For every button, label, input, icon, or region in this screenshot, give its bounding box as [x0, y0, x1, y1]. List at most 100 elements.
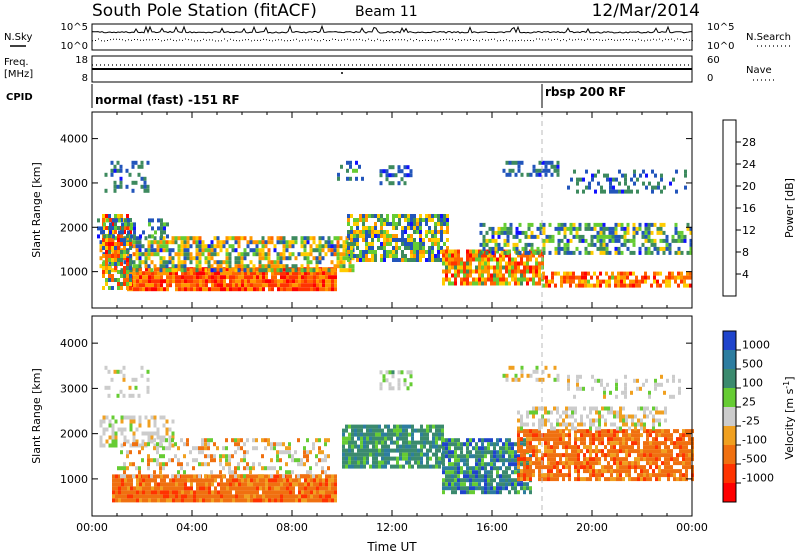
power-cell: [243, 264, 247, 269]
velocity-cell: [190, 498, 193, 503]
power-cell: [196, 271, 199, 276]
power-cell: [665, 238, 669, 243]
velocity-cell: [589, 418, 592, 423]
velocity-cell: [589, 477, 592, 482]
velocity-cell: [520, 373, 524, 378]
velocity-cell: [685, 453, 688, 458]
velocity-cell: [244, 478, 247, 483]
power-cell: [169, 271, 172, 276]
velocity-cell: [589, 453, 592, 458]
velocity-cell: [99, 435, 103, 440]
power-cell: [283, 271, 286, 276]
power-cell: [386, 250, 389, 254]
velocity-cell: [405, 436, 408, 441]
power-cell: [216, 264, 220, 269]
power-cell: [481, 281, 484, 286]
velocity-cell: [520, 469, 523, 474]
velocity-cell: [685, 469, 688, 474]
velocity-cell: [240, 458, 243, 463]
velocity-cell: [238, 478, 241, 483]
power-cell: [123, 230, 126, 234]
power-cell: [288, 268, 292, 273]
velocity-cell: [574, 418, 577, 423]
power-cell: [141, 260, 145, 265]
power-cell: [244, 279, 247, 284]
velocity-cell: [631, 414, 634, 419]
velocity-cell: [189, 450, 192, 455]
velocity-cell: [432, 424, 435, 429]
power-cell: [265, 283, 268, 288]
velocity-cell: [319, 478, 322, 483]
velocity-cell: [442, 486, 445, 491]
velocity-cell: [138, 443, 142, 448]
power-cell: [126, 250, 129, 254]
velocity-cell: [408, 424, 411, 429]
power-cell: [286, 271, 289, 276]
velocity-cell: [637, 465, 640, 470]
velocity-cell: [264, 446, 267, 451]
power-cell: [380, 254, 383, 258]
power-cell: [484, 281, 487, 286]
velocity-cell: [652, 418, 655, 423]
power-cell: [535, 257, 538, 262]
power-cell: [481, 253, 484, 258]
velocity-cell: [169, 490, 172, 495]
power-cell: [440, 214, 443, 218]
power-cell: [120, 218, 123, 222]
velocity-cell: [442, 442, 445, 447]
velocity-cell: [484, 454, 487, 459]
power-cell: [380, 246, 383, 250]
power-cell: [238, 287, 241, 292]
velocity-cell: [553, 453, 556, 458]
velocity-cell: [402, 424, 405, 429]
power-cell: [624, 173, 627, 178]
power-cell: [117, 250, 120, 254]
velocity-cell: [214, 494, 217, 499]
velocity-cell: [409, 374, 413, 379]
power-cell: [428, 214, 431, 218]
velocity-cell: [334, 490, 337, 495]
power-cell: [497, 234, 501, 239]
power-cell: [280, 287, 283, 292]
velocity-cell: [526, 445, 529, 450]
velocity-cell: [301, 494, 304, 499]
velocity-cell: [601, 441, 604, 446]
velocity-cell: [652, 445, 655, 450]
velocity-cell: [460, 458, 463, 463]
power-cell: [451, 281, 454, 286]
power-cell: [273, 244, 277, 249]
power-cell: [451, 253, 454, 258]
velocity-cell: [316, 490, 319, 495]
power-cell: [627, 185, 630, 190]
velocity-cell: [475, 454, 478, 459]
power-cell: [623, 230, 627, 235]
power-cell: [553, 168, 557, 173]
power-cell: [268, 283, 271, 288]
velocity-cell: [475, 462, 478, 467]
velocity-cell: [235, 494, 238, 499]
power-cell: [463, 269, 466, 274]
velocity-cell: [204, 454, 207, 459]
power-cell: [243, 252, 247, 257]
velocity-cell: [328, 486, 331, 491]
velocity-cell: [457, 470, 460, 475]
power-cell: [306, 252, 310, 257]
velocity-cell: [631, 449, 634, 454]
velocity-cell: [520, 418, 523, 423]
power-cell: [569, 226, 573, 231]
power-cell: [505, 172, 509, 177]
power-cell: [638, 246, 642, 251]
velocity-cell: [126, 450, 129, 455]
power-cell: [193, 275, 196, 280]
velocity-cell: [124, 490, 127, 495]
power-cell: [397, 181, 401, 186]
velocity-cell: [615, 378, 618, 383]
velocity-cell: [529, 457, 532, 462]
power-cell: [307, 287, 310, 292]
power-cell: [205, 275, 208, 280]
power-cell: [259, 279, 262, 284]
velocity-cell: [517, 490, 520, 495]
velocity-cell: [393, 448, 396, 453]
power-cell: [611, 275, 614, 280]
velocity-cell: [475, 458, 478, 463]
